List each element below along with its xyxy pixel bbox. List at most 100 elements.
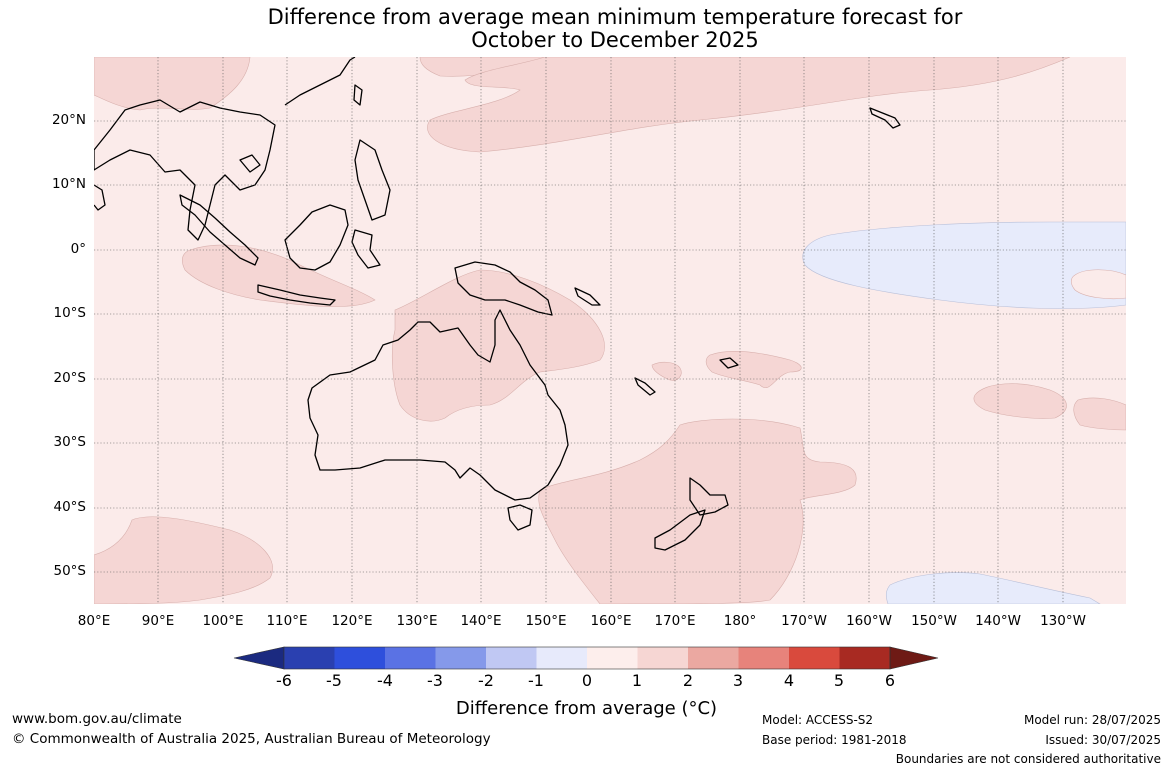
warm-region-indonesia-west — [181, 244, 376, 307]
colorbar-segment — [738, 647, 790, 669]
lon-label-110e: 110°E — [266, 613, 308, 629]
colorbar-extend-low — [233, 646, 285, 670]
sumatra-coast — [179, 194, 259, 266]
lat-label-0: 0° — [70, 241, 86, 257]
new-zealand-south — [654, 509, 706, 551]
colorbar-label-unit: °C) — [688, 698, 718, 719]
warm-region-north-pacific-b — [427, 57, 1071, 153]
warm-region-australia — [391, 269, 605, 422]
new-zealand-north — [689, 477, 729, 516]
lon-label-160e: 160°E — [590, 613, 632, 629]
colorbar-extend-high — [889, 646, 939, 670]
tasmania-coast — [507, 504, 533, 531]
lon-label-170w: 170°W — [781, 613, 827, 629]
lon-label-160w: 160°W — [846, 613, 892, 629]
new-guinea-coast — [454, 261, 553, 316]
colorbar-segment — [789, 647, 840, 669]
colorbar-tick: -3 — [427, 671, 443, 690]
lon-label-150w: 150°W — [911, 613, 957, 629]
lat-label-20s: 20°S — [53, 370, 87, 386]
colorbar-segment — [435, 647, 487, 669]
colorbar-segment — [334, 647, 386, 669]
colorbar-tick: -6 — [276, 671, 292, 690]
lat-label-20n: 20°N — [51, 112, 86, 128]
colorbar-segment — [637, 647, 689, 669]
hainan-coast — [239, 154, 261, 173]
colorbar-tick: 2 — [682, 671, 694, 690]
china-coast — [284, 57, 356, 106]
colorbar-tick: -1 — [528, 671, 544, 690]
hawaii-coast — [869, 107, 901, 129]
lon-label-130e: 130°E — [396, 613, 438, 629]
fiji-coast — [719, 357, 739, 369]
colorbar-tick: 5 — [833, 671, 845, 690]
footer-model-run: Model run: 28/07/2025 — [1023, 713, 1161, 727]
colorbar-segment — [486, 647, 537, 669]
colorbar-tick: -2 — [478, 671, 494, 690]
colorbar-label-text: Difference from average ( — [455, 698, 689, 719]
chart-title-line1: Difference from average mean minimum tem… — [267, 5, 963, 29]
colorbar-tick: 4 — [783, 671, 795, 690]
colorbar-tick: 6 — [884, 671, 896, 690]
lat-label-10n: 10°N — [51, 176, 86, 192]
colorbar-tick: 3 — [732, 671, 744, 690]
solomon-islands-coast — [574, 287, 601, 306]
colorbar-segment — [284, 647, 335, 669]
lon-label-120e: 120°E — [331, 613, 373, 629]
lon-label-140e: 140°E — [460, 613, 502, 629]
warm-region-inset — [1070, 269, 1126, 300]
warm-region-islands — [651, 361, 682, 381]
new-caledonia-coast — [634, 377, 656, 396]
chart-title-line2: October to December 2025 — [471, 28, 759, 52]
sulawesi-coast — [351, 229, 381, 269]
lat-label-40s: 40°S — [53, 499, 87, 515]
taiwan-coast — [353, 84, 363, 106]
borneo-coast — [284, 204, 349, 271]
sri-lanka-coast — [94, 184, 106, 211]
lat-label-10s: 10°S — [53, 305, 87, 321]
lon-label-170e: 170°E — [654, 613, 696, 629]
footer-model: Model: ACCESS-S2 — [762, 713, 874, 727]
colorbar-outline — [283, 646, 891, 670]
colorbar-tick: 1 — [631, 671, 643, 690]
colorbar-segment — [839, 647, 891, 669]
colorbar-segment — [385, 647, 436, 669]
lat-label-30s: 30°S — [53, 434, 87, 450]
cool-region-equatorial-pacific — [802, 221, 1126, 309]
warm-region-south-pacific — [705, 351, 802, 388]
footer-website: www.bom.gov.au/climate — [12, 711, 182, 727]
java-coast — [257, 284, 336, 306]
colorbar-segment — [587, 647, 638, 669]
australia-coast — [307, 309, 569, 501]
lon-label-100e: 100°E — [202, 613, 244, 629]
colorbar — [233, 646, 939, 670]
warm-region-far-east — [1073, 397, 1126, 431]
colorbar-label: Difference from average (°C) — [0, 698, 1173, 719]
footer-disclaimer: Boundaries are not considered authoritat… — [895, 752, 1161, 766]
lon-label-130w: 130°W — [1040, 613, 1086, 629]
lat-label-50s: 50°S — [53, 563, 87, 579]
graticule — [94, 57, 1126, 604]
warm-region-se-asia — [94, 57, 251, 111]
se-asia-mainland-coast — [94, 99, 276, 241]
lon-label-180: 180° — [723, 613, 757, 629]
footer-copyright: © Commonwealth of Australia 2025, Austra… — [12, 731, 491, 747]
footer-issued: Issued: 30/07/2025 — [1045, 733, 1161, 747]
cool-region-southeast-pacific — [885, 572, 1101, 604]
warm-region-southern-ocean — [94, 516, 273, 604]
lon-label-150e: 150°E — [525, 613, 567, 629]
colorbar-tick: -5 — [326, 671, 342, 690]
lon-label-140w: 140°W — [975, 613, 1021, 629]
colorbar-tick: 0 — [581, 671, 593, 690]
colorbar-tick: -4 — [377, 671, 393, 690]
lon-label-90e: 90°E — [141, 613, 175, 629]
cool-anomaly-regions — [802, 221, 1126, 604]
warm-region-east-pacific — [973, 383, 1067, 419]
colorbar-segment — [688, 647, 739, 669]
lon-label-80e: 80°E — [77, 613, 111, 629]
philippines-coast — [354, 139, 391, 221]
footer-base-period: Base period: 1981-2018 — [762, 733, 907, 747]
colorbar-segment — [536, 647, 588, 669]
coastlines — [94, 57, 901, 551]
